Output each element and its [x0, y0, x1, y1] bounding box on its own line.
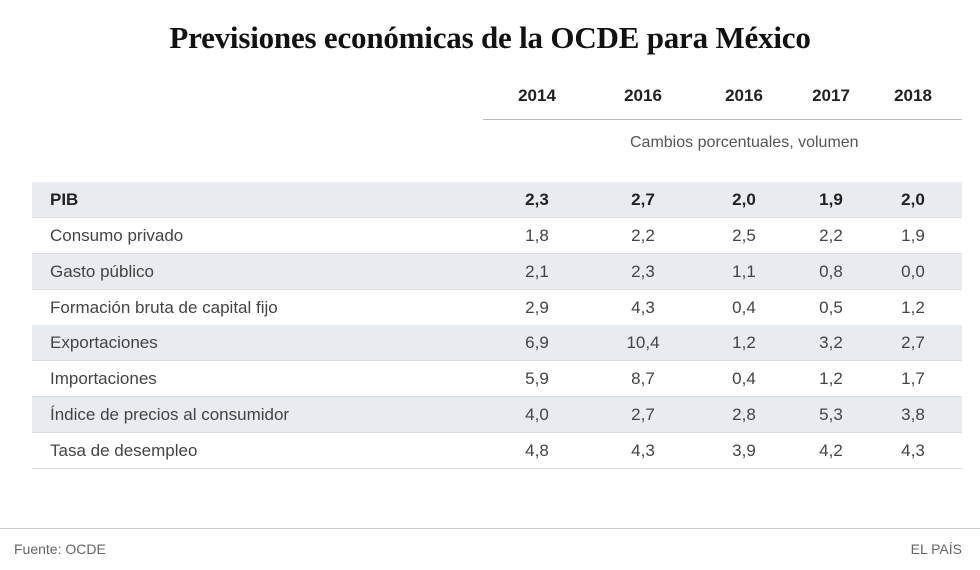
table-cell: 1,1 [732, 262, 756, 281]
table-cell: 2,3 [631, 262, 655, 281]
table-cell: 4,0 [525, 405, 549, 424]
table-cell: 6,9 [525, 333, 549, 352]
table-cell: 1,2 [819, 369, 843, 388]
table-cell: 1,9 [819, 190, 843, 209]
table-cell: 0,4 [732, 298, 756, 317]
table-cell: 2,2 [631, 226, 655, 245]
row-label: Índice de precios al consumidor [50, 405, 290, 424]
table-cell: 2,7 [901, 333, 925, 352]
column-header: 2018 [894, 86, 932, 105]
table-cell: 1,8 [525, 226, 549, 245]
table-cell: 1,2 [732, 333, 756, 352]
table-cell: 1,9 [901, 226, 925, 245]
row-label: Exportaciones [50, 333, 158, 352]
row-label: Importaciones [50, 369, 157, 388]
table-cell: 0,0 [901, 262, 925, 281]
table-cell: 0,4 [732, 369, 756, 388]
table-cell: 2,3 [525, 190, 549, 209]
row-label: Consumo privado [50, 226, 184, 245]
table-cell: 1,2 [901, 298, 925, 317]
table-cell: 8,7 [631, 369, 655, 388]
table-row: Tasa de desempleo 4,8 4,3 3,9 4,2 4,3 [32, 433, 962, 469]
table-cell: 2,1 [525, 262, 549, 281]
table-cell: 4,3 [631, 441, 655, 460]
table-row: Consumo privado 1,8 2,2 2,5 2,2 1,9 [32, 218, 962, 254]
table-cell: 4,3 [901, 441, 925, 460]
table-cell: 4,3 [631, 298, 655, 317]
column-header: 2014 [518, 86, 556, 105]
table-cell: 2,8 [732, 405, 756, 424]
row-label: Tasa de desempleo [50, 441, 198, 460]
table-cell: 2,5 [732, 226, 756, 245]
table-row: Índice de precios al consumidor 4,0 2,7 2,8… [32, 397, 962, 433]
table-cell: 2,0 [732, 190, 756, 209]
table-cell: 1,7 [901, 369, 925, 388]
table-cell: 0,5 [819, 298, 843, 317]
table-cell: 4,2 [819, 441, 843, 460]
column-header: 2016 [624, 86, 662, 105]
table-cell: 5,9 [525, 369, 549, 388]
table-row: Gasto público 2,1 2,3 1,1 0,8 0,0 [32, 254, 962, 290]
source-note: Fuente: OCDE [14, 541, 106, 557]
table-cell: 3,9 [732, 441, 756, 460]
table-cell: 3,2 [819, 333, 843, 352]
table-cell: 10,4 [626, 333, 660, 352]
table-cell: 2,7 [631, 190, 655, 209]
table-subtitle: Cambios porcentuales, volumen [630, 134, 859, 151]
row-label: Gasto público [50, 262, 154, 281]
row-label: PIB [50, 190, 79, 209]
brand-label: EL PAÍS [910, 541, 962, 557]
table-row: Formación bruta de capital fijo 2,9 4,3 0,4… [32, 290, 962, 326]
table-cell: 4,8 [525, 441, 549, 460]
header-divider [483, 119, 962, 120]
table-row: Exportaciones 6,9 10,4 1,2 3,2 2,7 [32, 325, 962, 361]
table-cell: 3,8 [901, 405, 925, 424]
table-cell: 2,0 [901, 190, 925, 209]
column-header: 2017 [812, 86, 850, 105]
table-row: Importaciones 5,9 8,7 0,4 1,2 1,7 [32, 361, 962, 397]
footer-divider [0, 528, 980, 529]
table-cell: 5,3 [819, 405, 843, 424]
table-cell: 2,7 [631, 405, 655, 424]
chart-title: Previsiones económicas de la OCDE para M… [169, 20, 811, 55]
table-cell: 2,9 [525, 298, 549, 317]
row-label: Formación bruta de capital fijo [50, 298, 278, 317]
column-header: 2016 [725, 86, 763, 105]
table-cell: 0,8 [819, 262, 843, 281]
table-cell: 2,2 [819, 226, 843, 245]
table-row: PIB 2,3 2,7 2,0 1,9 2,0 [32, 182, 962, 218]
